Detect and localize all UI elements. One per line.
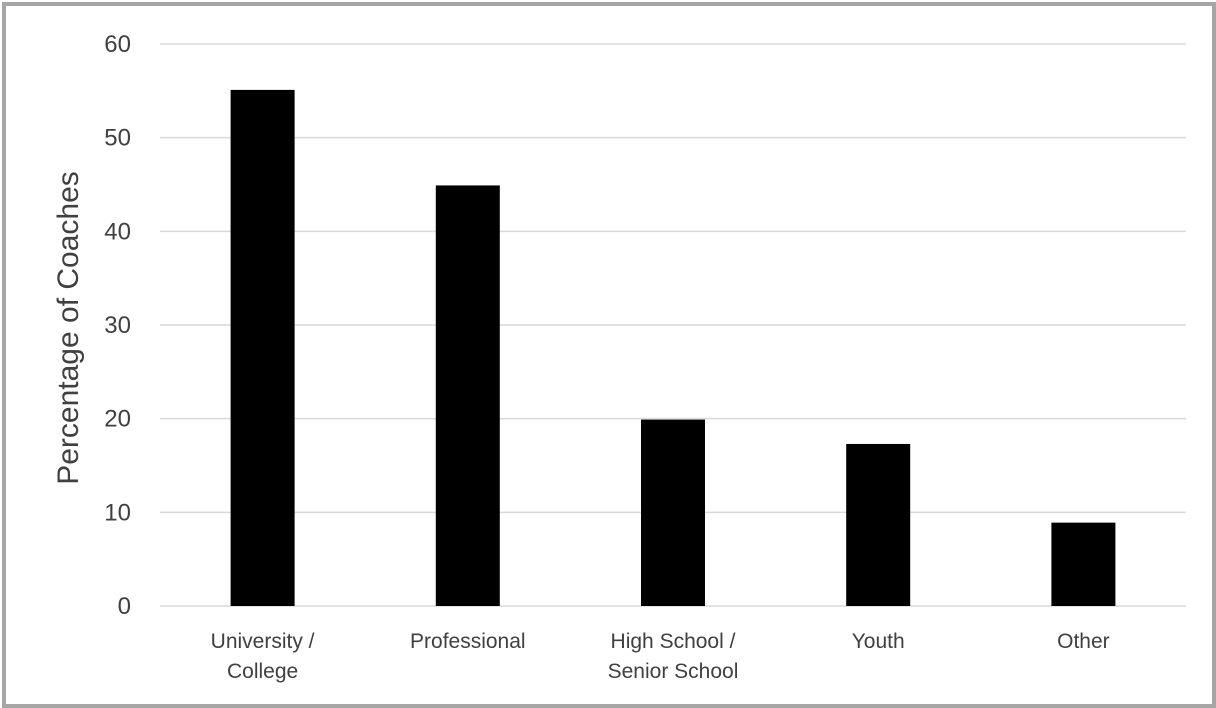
y-axis-title: Percentage of Coaches	[52, 171, 85, 485]
y-tick-label: 50	[104, 125, 131, 152]
y-tick-label: 20	[104, 406, 131, 433]
x-category-label: Senior School	[608, 660, 739, 683]
bar	[846, 443, 911, 606]
y-tick-label: 40	[104, 218, 131, 245]
y-tick-label: 30	[104, 312, 131, 339]
x-category-label: Other	[1057, 630, 1110, 653]
bar	[641, 419, 705, 606]
bar	[230, 89, 295, 606]
bar	[1051, 522, 1116, 606]
x-category-label: High School /	[611, 630, 736, 653]
y-tick-labels: 0 10 20 30 40 50 60	[104, 31, 131, 620]
gridlines	[160, 43, 1186, 607]
bar	[435, 185, 500, 607]
y-tick-label: 0	[118, 593, 131, 620]
x-category-label: Youth	[852, 630, 905, 653]
y-tick-label: 10	[104, 499, 131, 526]
y-tick-label: 60	[104, 31, 131, 58]
bars	[230, 89, 1116, 607]
x-category-labels: University / College Professional High Scho…	[211, 630, 1110, 683]
x-category-label: Professional	[410, 630, 526, 653]
x-category-label: University /	[211, 630, 315, 653]
x-category-label: College	[227, 660, 298, 683]
